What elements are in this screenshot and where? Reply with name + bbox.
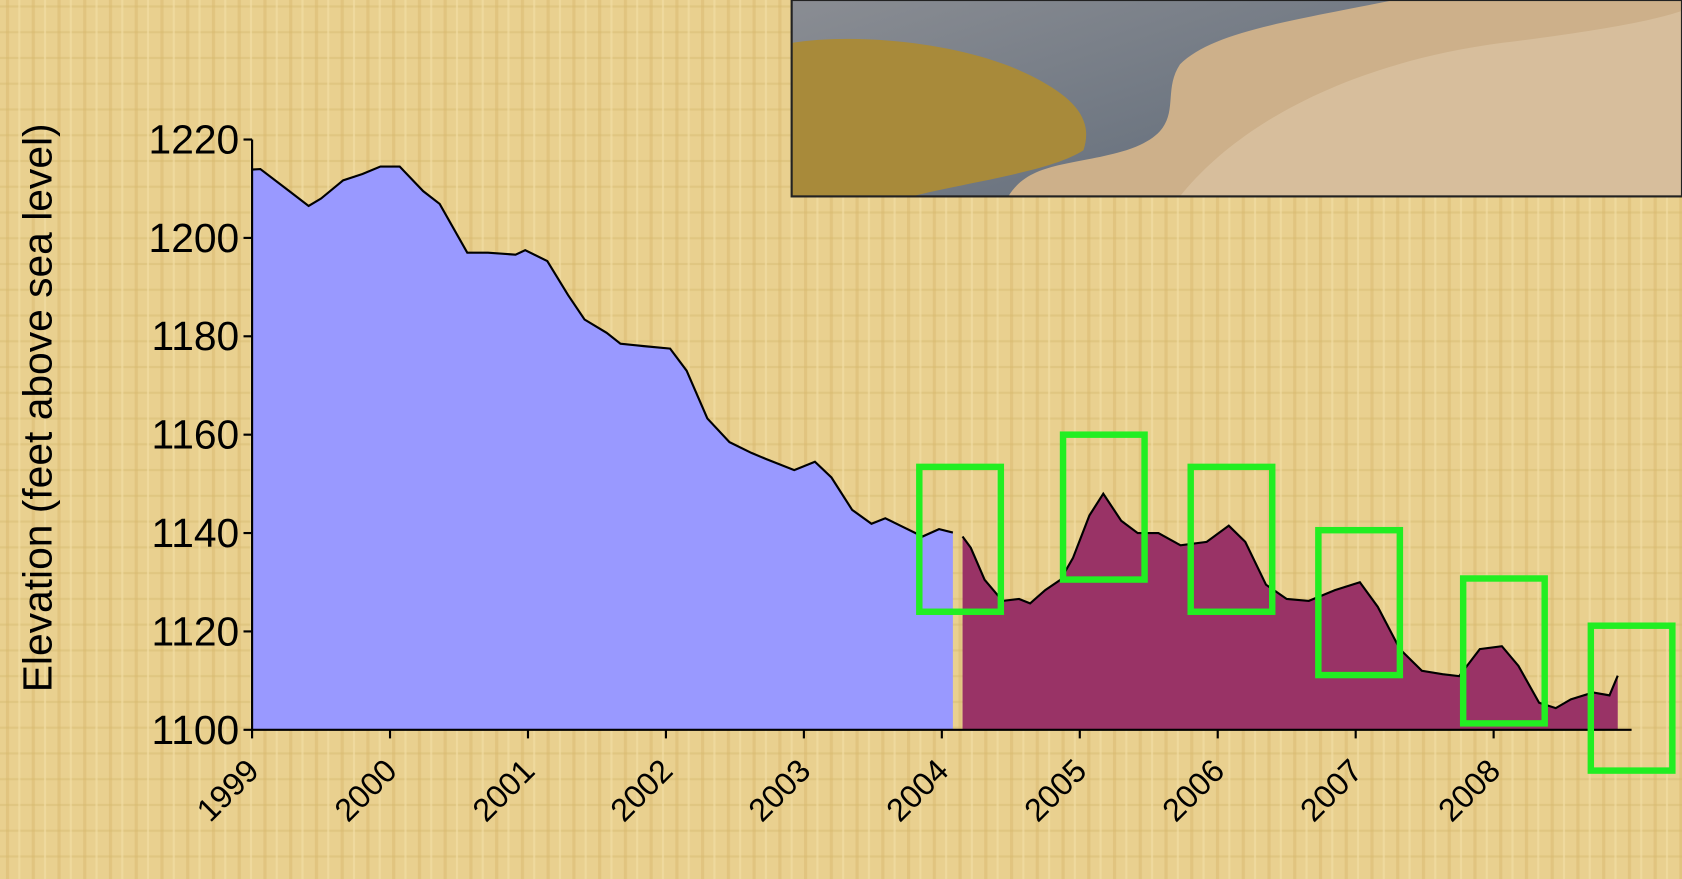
y-axis-title: Elevation (feet above sea level) [14,123,60,692]
y-tick-label: 1220 [149,116,240,162]
y-tick-label: 1180 [152,313,240,359]
area-fill [252,166,953,730]
y-tick-label: 1160 [152,412,240,458]
y-tick-label: 1140 [152,510,240,556]
highlights [916,431,1676,774]
y-tick-label: 1100 [152,707,240,753]
area-line [252,165,954,538]
photo [790,0,1682,198]
y-tick-label: 1120 [152,608,240,654]
area-fill [962,493,1618,730]
y-tick-label: 1200 [149,215,240,261]
area-line [961,491,1619,710]
